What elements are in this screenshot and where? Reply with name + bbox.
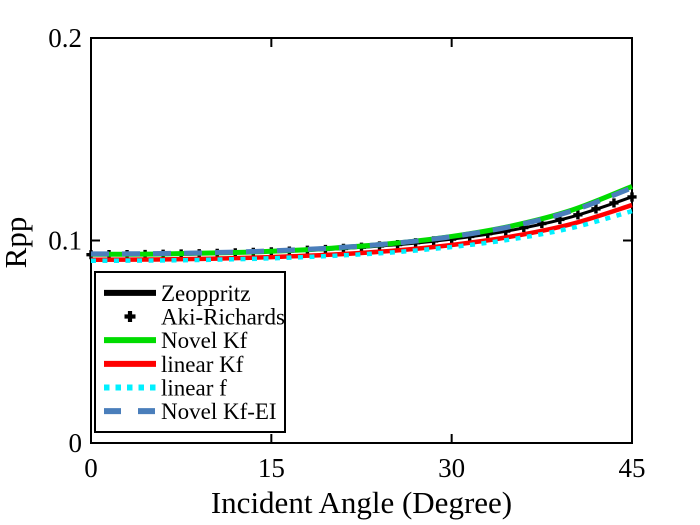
legend-plus-marker-sample (124, 311, 136, 322)
plus-marker (591, 204, 601, 214)
series-novel-kf-line (90, 184, 633, 257)
series-linear-kf-line (90, 202, 633, 262)
legend-label: Novel Kf (161, 328, 248, 353)
series-aki-richards-markers (86, 192, 637, 260)
plus-marker (573, 210, 583, 220)
legend-entry-linear-kf: linear Kf (104, 352, 244, 377)
legend-label: Novel Kf-EI (161, 399, 277, 424)
legend-label: Zeoppritz (161, 281, 250, 306)
series-linear-f-line (90, 208, 633, 263)
legend-entry-novel-kf: Novel Kf (104, 328, 248, 353)
legend-label: linear Kf (161, 352, 244, 377)
y-axis-label: Rpp (0, 217, 33, 269)
legend-entry-linear-f: linear f (104, 376, 227, 401)
y-tick-label-0.2: 0.2 (48, 23, 82, 53)
plus-marker (627, 192, 637, 202)
y-tick-label-0.1: 0.1 (48, 226, 82, 256)
y-tick-label-0: 0 (69, 428, 83, 458)
legend-label: linear f (161, 376, 227, 401)
legend-entry-aki-richards: Aki-Richards (124, 305, 285, 330)
x-tick-label-30: 30 (438, 453, 465, 483)
x-tick-label-15: 15 (258, 453, 285, 483)
legend-label: Aki-Richards (161, 305, 285, 330)
x-tick-label-0: 0 (84, 453, 98, 483)
plus-marker (609, 198, 619, 208)
x-axis-label: Incident Angle (Degree) (211, 485, 512, 520)
legend-entry-zeoppritz: Zeoppritz (104, 281, 250, 306)
legend-entry-novel-kf-ei: Novel Kf-EI (104, 399, 277, 424)
x-tick-label-45: 45 (619, 453, 646, 483)
legend-box (94, 271, 286, 433)
